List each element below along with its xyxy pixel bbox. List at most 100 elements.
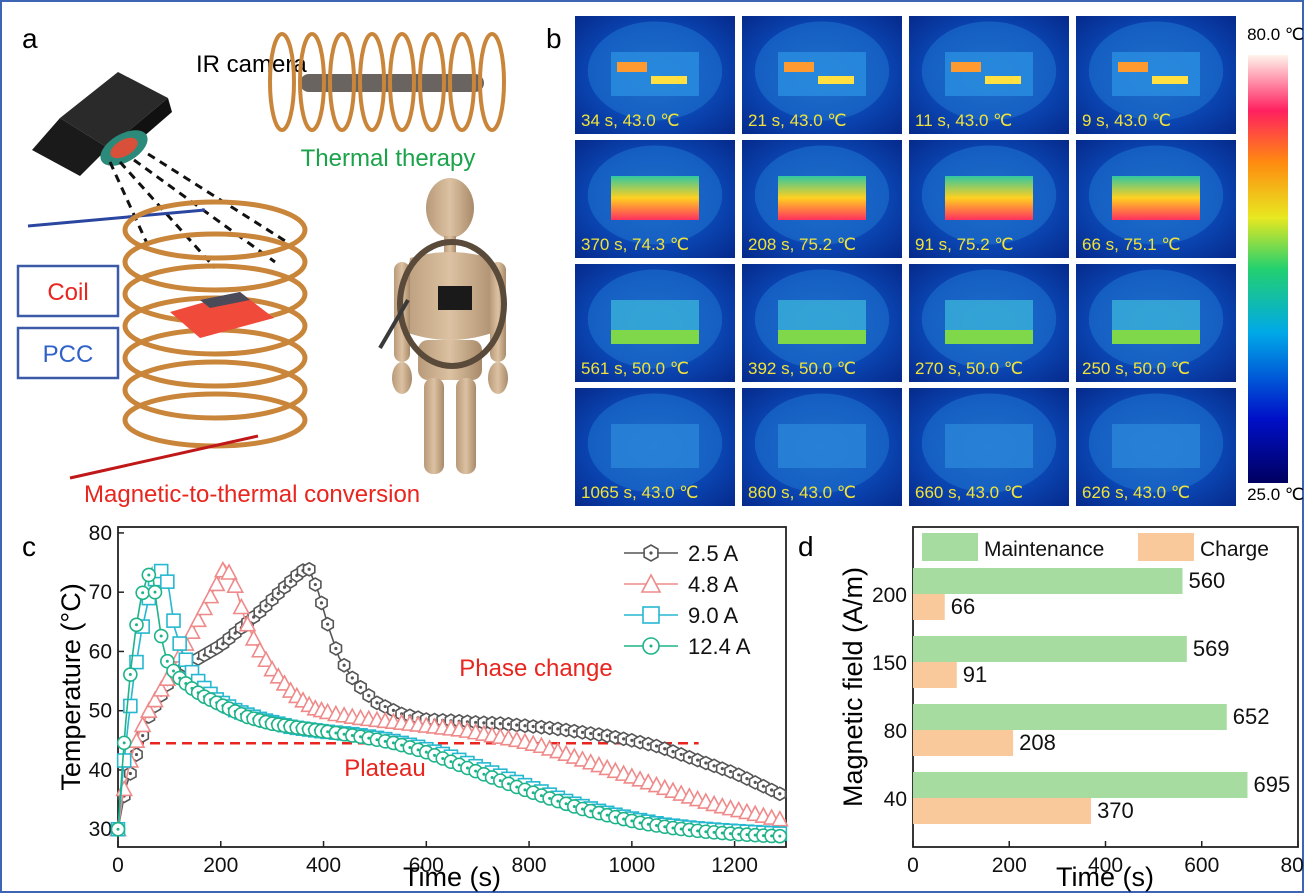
data-point-center (778, 792, 782, 796)
x-tick-label: 600 (1184, 854, 1219, 877)
mannequin-icon (392, 178, 508, 474)
data-point-center (289, 579, 293, 583)
series-4-8-A (109, 560, 789, 837)
data-point-center (745, 777, 749, 781)
data-point-center (474, 720, 478, 725)
x-tick-label: 400 (306, 854, 341, 877)
data-point-center (613, 735, 618, 739)
legend-label: Maintenance (984, 538, 1104, 561)
chart-c-ylabel: Temperature (°C) (56, 583, 86, 790)
data-point-center (597, 732, 601, 737)
thermal-sample (611, 176, 699, 220)
thermal-sample (778, 424, 866, 468)
data-point-center (564, 802, 568, 806)
data-point (172, 636, 187, 651)
data-point-center (649, 551, 653, 555)
y-tick-label: 30 (89, 818, 112, 841)
data-point-center (350, 676, 354, 680)
data-point-center (171, 669, 175, 673)
data-point-center (506, 722, 511, 726)
data-point-center (358, 685, 363, 689)
data-point-center (572, 804, 576, 808)
data-point-center (556, 799, 560, 803)
data-point (195, 598, 214, 616)
data-point-center (663, 825, 667, 829)
data-point (244, 629, 263, 646)
data-point-center (679, 827, 683, 831)
data-point-center (367, 693, 371, 698)
thermal-time-label: 34 s, 43.0 ℃ (581, 111, 679, 130)
data-point (770, 809, 789, 827)
bar-value-label: 370 (1097, 798, 1134, 823)
data-point-center (720, 831, 724, 835)
data-point-center (359, 735, 363, 739)
chart-d-ticks: 0 200 400 600 800 200 150 80 40 (872, 584, 1304, 877)
data-point-center (159, 634, 163, 638)
sample-icon (170, 292, 274, 338)
panel-label-d: d (798, 531, 814, 562)
data-point-center (383, 739, 387, 743)
data-point (250, 641, 269, 658)
data-point-center (375, 701, 379, 705)
legend-pcc-box (16, 326, 120, 380)
plateau-label: Plateau (344, 755, 425, 782)
data-point-center (128, 771, 132, 776)
data-point-center (655, 824, 659, 828)
data-point-center (605, 813, 609, 817)
thermal-sample (778, 52, 866, 96)
y-tick-label: 200 (872, 584, 907, 607)
data-point-center (712, 764, 716, 768)
data-point-center (465, 766, 469, 770)
data-point (139, 701, 158, 719)
x-tick-label: 0 (907, 854, 919, 877)
data-point (123, 698, 138, 714)
bar-value-label: 560 (1189, 568, 1226, 593)
legend-label: Charge (1200, 538, 1269, 561)
thermal-sample (1112, 176, 1200, 220)
data-point-center (638, 740, 642, 744)
data-point (642, 606, 660, 624)
data-point-center (548, 726, 552, 730)
data-point (220, 563, 238, 580)
data-point-center (416, 748, 420, 752)
y-tick-label: 40 (884, 788, 907, 811)
thermal-hotspot (1152, 76, 1188, 84)
thermal-time-label: 270 s, 50.0 ℃ (915, 359, 1023, 378)
x-tick-label: 200 (992, 854, 1027, 877)
legend-pcc-text: PCC (43, 341, 94, 368)
thermal-time-label: 21 s, 43.0 ℃ (748, 111, 846, 130)
data-point-center (147, 573, 151, 577)
x-tick-label: 0 (112, 854, 124, 877)
x-tick-label: 800 (512, 854, 547, 877)
data-point-center (696, 829, 700, 833)
data-point-center (622, 737, 626, 741)
data-point (127, 731, 146, 749)
bar-maintenance (913, 704, 1227, 730)
data-point-center (589, 809, 593, 813)
y-tick-label: 50 (89, 700, 112, 723)
color-scale-bar (1248, 55, 1288, 483)
bar-charge (913, 662, 957, 688)
x-tick-label: 400 (1088, 854, 1123, 877)
data-point-center (638, 821, 642, 825)
thermal-hotspot (985, 76, 1021, 84)
therapy-ring-icon (397, 239, 507, 369)
data-point-center (778, 834, 782, 838)
data-point-center (556, 727, 560, 731)
data-point (160, 574, 175, 589)
pcc-layer-icon (200, 292, 250, 308)
data-point (257, 650, 275, 668)
data-point-center (539, 794, 543, 798)
bar-value-label: 91 (963, 662, 987, 687)
data-point-center (687, 755, 691, 759)
data-point-center (581, 807, 585, 811)
data-point-center (531, 791, 535, 795)
thermal-therapy-label: Thermal therapy (301, 145, 476, 172)
x-tick-label: 1000 (608, 854, 655, 877)
data-point-center (433, 753, 437, 757)
data-point-center (441, 757, 445, 761)
scale-max-label: 80.0 ℃ (1247, 25, 1304, 44)
data-point (238, 614, 257, 632)
data-point-center (753, 833, 757, 837)
y-tick-label: 60 (89, 640, 112, 663)
